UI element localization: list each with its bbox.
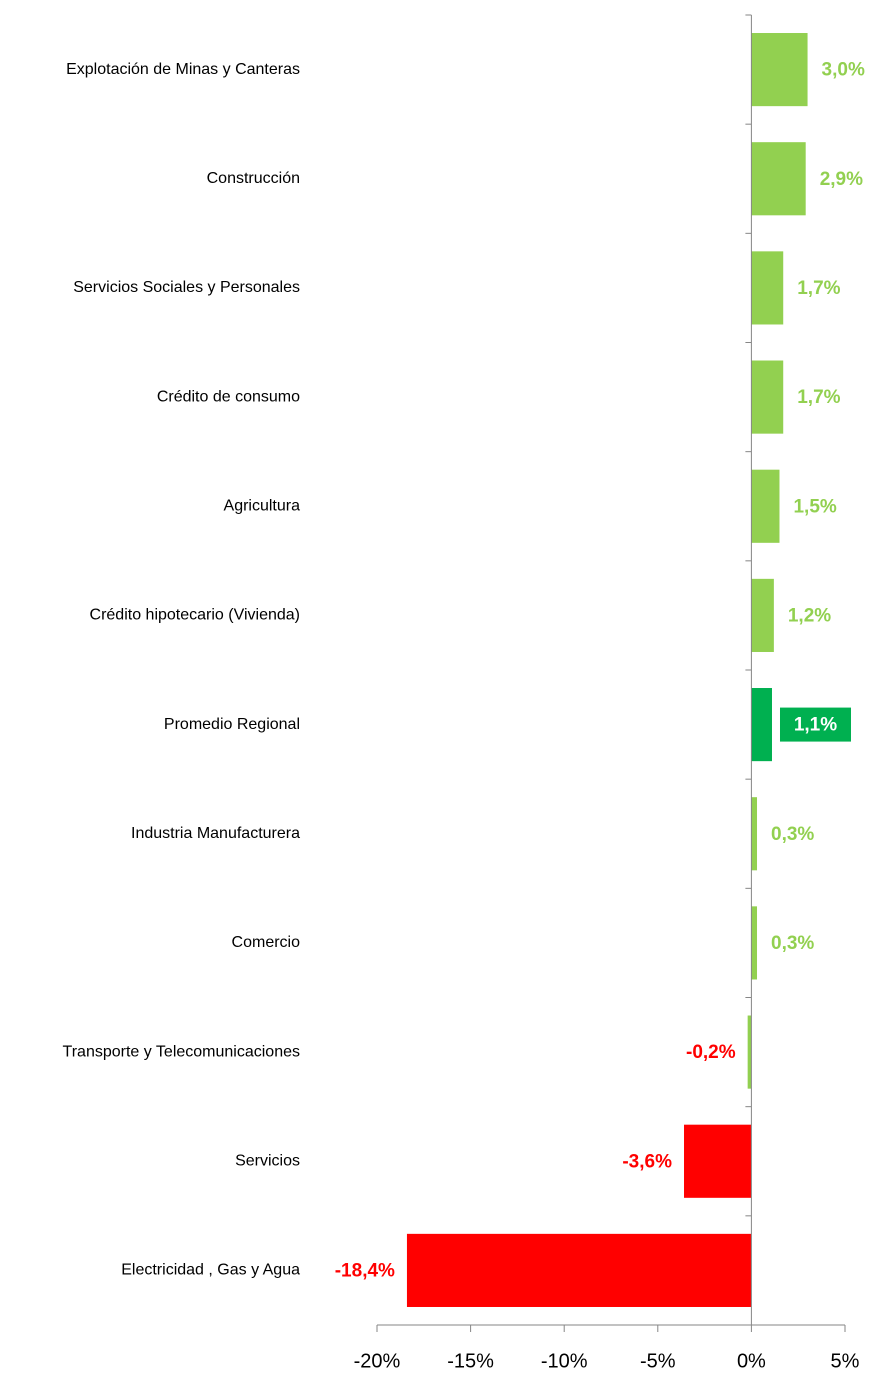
x-tick-label: -20% <box>354 1350 401 1372</box>
bar <box>751 142 806 216</box>
bar <box>684 1124 752 1198</box>
x-tick-label: -10% <box>541 1350 588 1372</box>
value-label: 0,3% <box>771 933 814 954</box>
x-tick-label: -15% <box>447 1350 494 1372</box>
category-label: Explotación de Minas y Canteras <box>66 61 300 78</box>
value-label: 1,7% <box>797 387 840 408</box>
bar <box>747 1015 752 1089</box>
bar <box>751 33 808 107</box>
category-label: Crédito hipotecario (Vivienda) <box>90 607 300 624</box>
category-label: Crédito de consumo <box>157 388 300 405</box>
category-label: Servicios Sociales y Personales <box>73 279 300 296</box>
bar <box>751 906 758 980</box>
bar <box>751 797 758 871</box>
category-label: Agricultura <box>224 497 301 514</box>
category-label: Promedio Regional <box>164 716 300 733</box>
value-label: -3,6% <box>622 1151 672 1172</box>
value-label: 1,1% <box>794 715 837 736</box>
x-tick-label: 0% <box>737 1350 766 1372</box>
value-label: 1,2% <box>788 605 831 626</box>
bar <box>751 688 772 762</box>
bar <box>751 469 780 543</box>
value-label: -18,4% <box>335 1260 395 1281</box>
value-label: 1,5% <box>793 496 836 517</box>
category-label: Electricidad , Gas y Agua <box>121 1262 300 1279</box>
bar <box>751 578 774 652</box>
category-label: Construcción <box>207 170 300 187</box>
category-label: Comercio <box>232 934 301 951</box>
bar <box>751 251 784 325</box>
bar <box>406 1233 752 1307</box>
category-label: Servicios <box>235 1152 300 1169</box>
value-label: 0,3% <box>771 824 814 845</box>
x-tick-label: 5% <box>831 1350 860 1372</box>
value-label: 1,7% <box>797 278 840 299</box>
category-label: Transporte y Telecomunicaciones <box>63 1043 300 1060</box>
bar <box>751 360 784 434</box>
category-label: Industria Manufacturera <box>131 825 300 842</box>
label-box <box>779 707 851 742</box>
value-label: -0,2% <box>686 1042 736 1063</box>
value-label: 3,0% <box>822 60 865 81</box>
x-tick-label: -5% <box>640 1350 676 1372</box>
value-label: 2,9% <box>820 169 863 190</box>
